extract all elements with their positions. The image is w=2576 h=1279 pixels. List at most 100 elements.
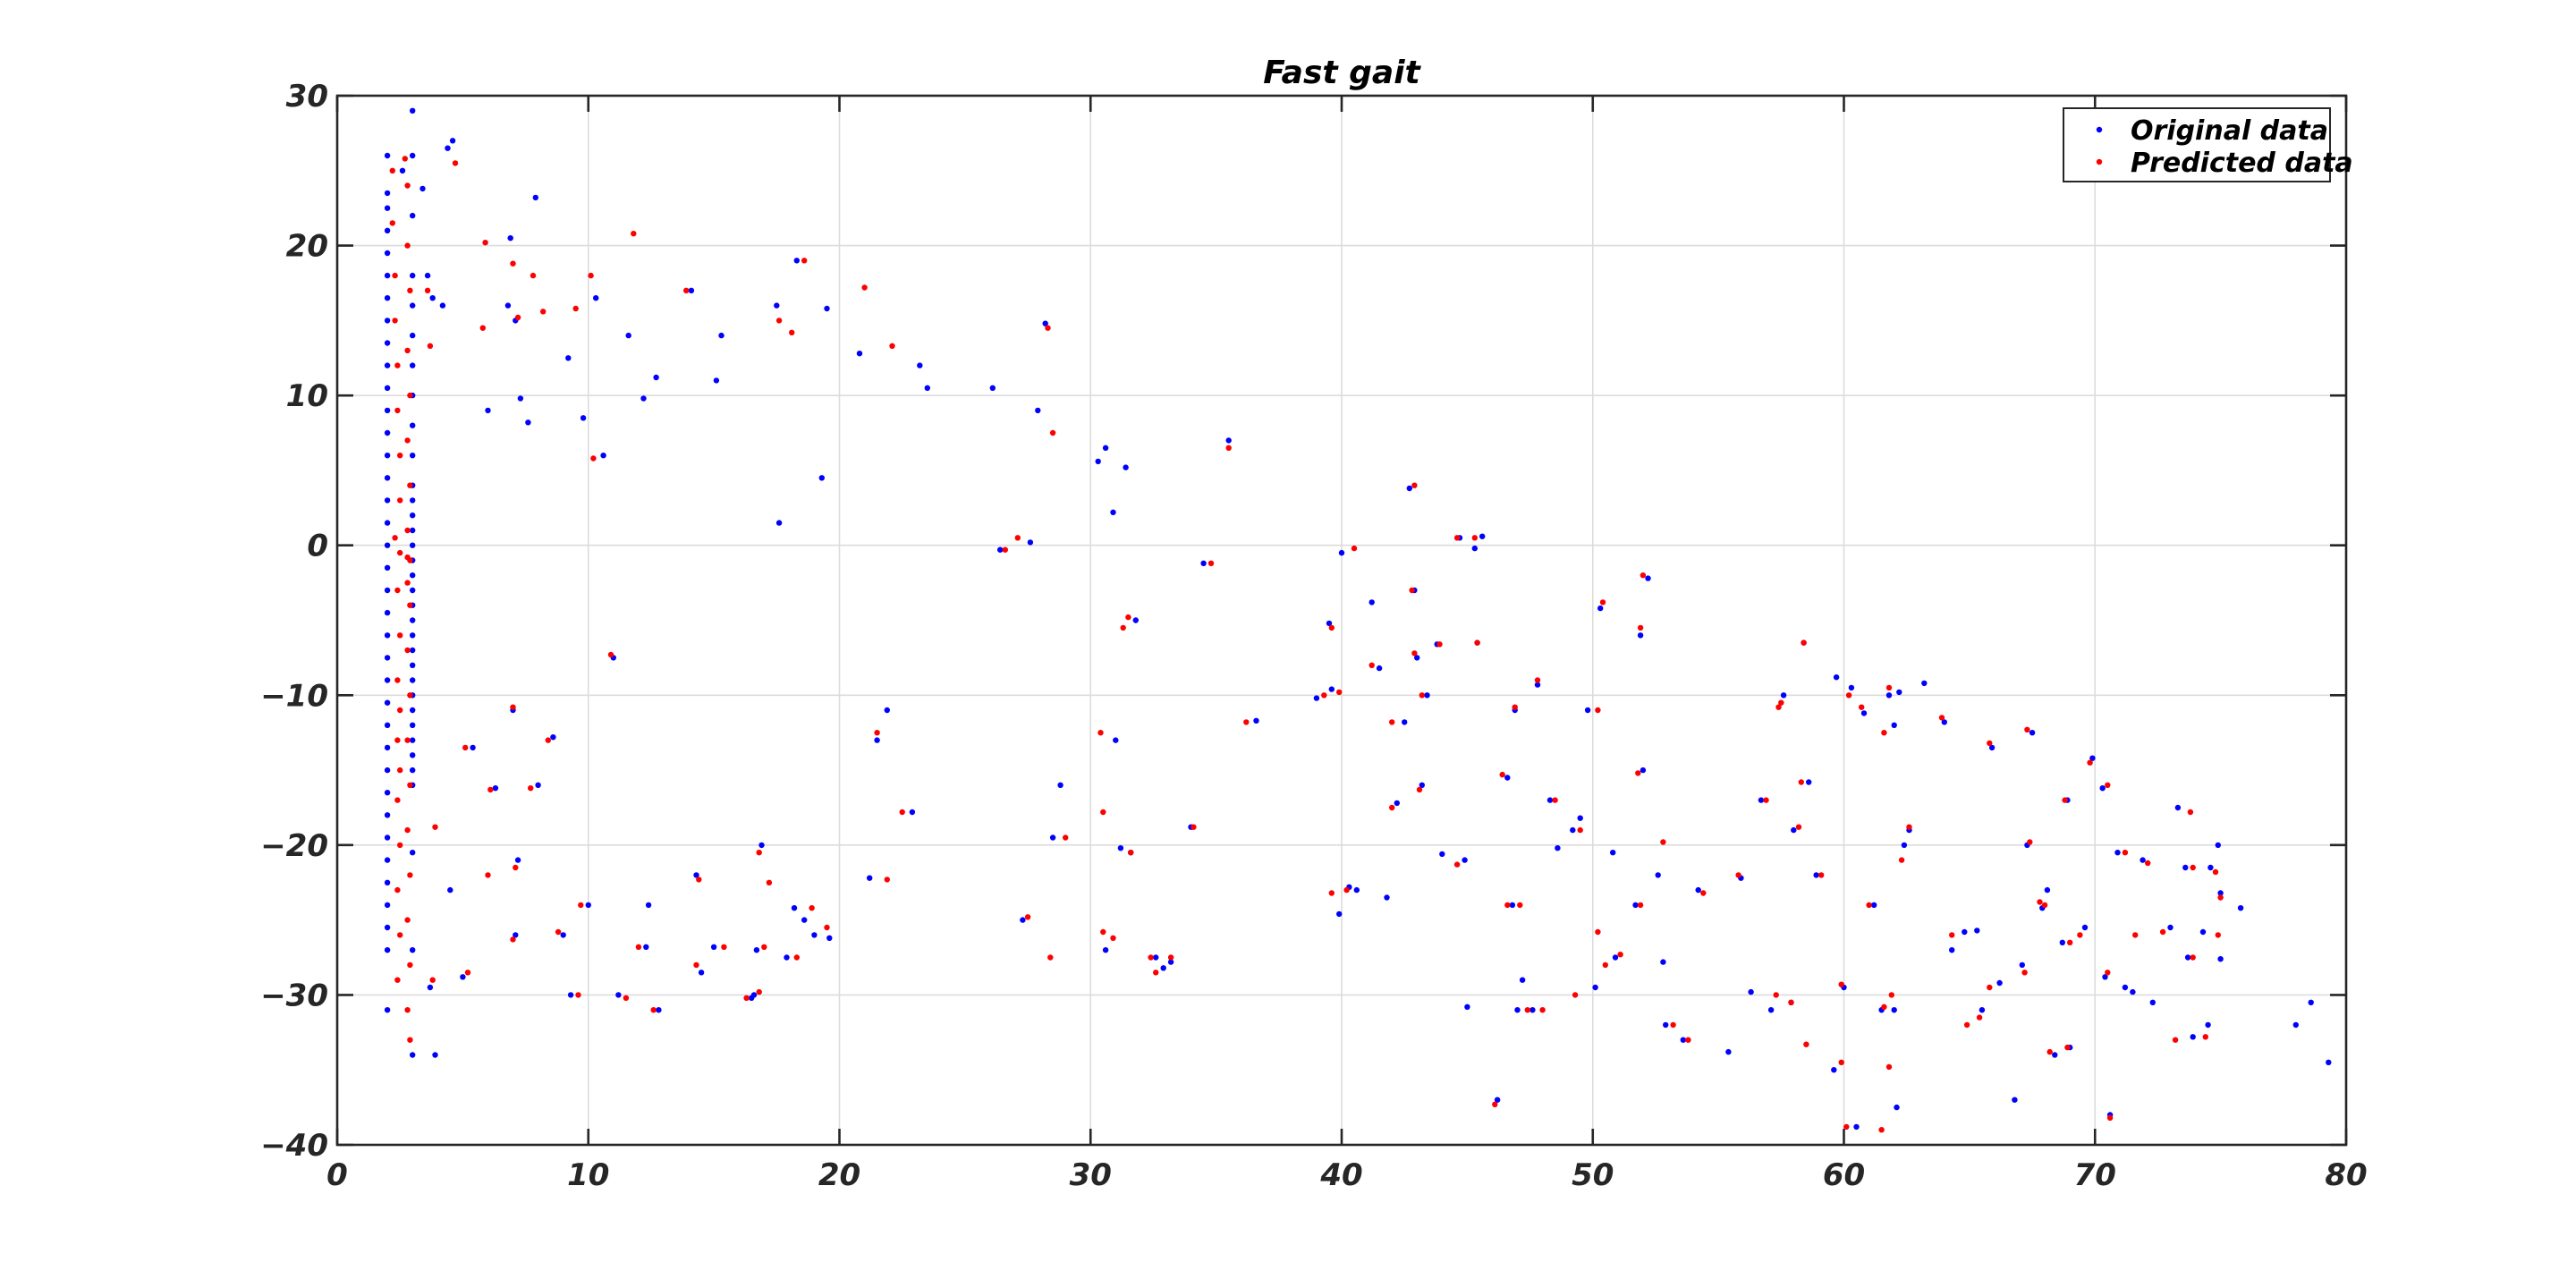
data-point [410,587,416,594]
data-point [824,924,830,931]
data-point [1160,965,1166,971]
data-point [384,879,391,885]
data-point [718,332,724,339]
data-point [1700,890,1707,896]
data-point [826,935,833,942]
data-point [693,961,699,969]
data-point [397,932,403,938]
data-point [1645,575,1651,581]
data-point [384,272,391,279]
data-point [514,857,521,863]
data-point [1376,665,1383,672]
data-point [485,872,491,878]
data-point [404,347,411,354]
data-point [410,362,416,368]
data-point [631,231,637,237]
data-point [384,318,391,324]
data-point [1014,535,1021,541]
data-point [1416,786,1423,793]
data-point [789,329,795,335]
data-point [427,984,434,991]
data-point [1409,587,1415,594]
data-point [1595,707,1601,714]
data-point [1057,782,1063,788]
data-point [384,542,391,548]
data-point [2212,868,2219,876]
data-point [1767,1007,1775,1013]
data-point [1748,988,1754,995]
data-point [1097,730,1104,736]
data-point [1471,545,1479,552]
data-point [1685,1037,1691,1043]
data-point [404,554,411,561]
data-point [1225,445,1232,451]
data-point [407,692,413,699]
data-point [410,722,416,728]
data-point [2217,956,2224,962]
data-point [643,944,649,951]
data-point [1453,861,1461,868]
data-point [510,260,516,267]
data-point [874,737,880,743]
data-point [1100,809,1106,816]
data-point [1492,1101,1498,1108]
data-point [721,944,727,951]
data-point [397,707,403,714]
data-point [384,520,391,526]
data-point [623,995,630,1002]
data-point [1974,927,1980,934]
data-point [384,790,391,796]
data-point [793,258,800,264]
data-point [555,928,562,936]
data-point [1406,485,1413,492]
data-point [1419,692,1426,699]
data-point [384,834,391,841]
data-point [1778,699,1784,706]
data-point [1763,797,1769,803]
data-point [1572,992,1579,998]
data-point [397,842,403,849]
data-point [1436,641,1443,648]
data-point [1791,826,1797,834]
data-point [1640,767,1647,774]
data-point [2215,932,2221,938]
data-point [1898,857,1905,863]
data-point [1120,624,1126,631]
data-point [698,970,705,976]
data-point [384,407,391,414]
data-point [528,785,534,792]
data-point [1514,1007,1521,1013]
data-point [2105,782,2111,788]
data-point [424,272,431,279]
data-point [1225,437,1232,444]
data-point [1941,719,1947,725]
grid-lines [337,96,2346,1145]
data-point [1735,872,1741,878]
data-point [2105,970,2111,976]
data-point [1555,845,1561,851]
data-point [410,302,416,309]
data-point [1888,992,1894,998]
data-point [1577,826,1583,834]
legend-label-original: Original data [2131,115,2328,147]
data-point [1153,954,1159,961]
data-point [392,318,398,324]
data-point [884,707,890,714]
data-point [1208,560,1215,566]
data-point [1384,894,1390,901]
data-point [1831,1067,1837,1073]
data-point [565,355,572,361]
data-point [1670,1021,1676,1029]
data-point [394,587,401,594]
data-point [384,699,391,706]
data-point [1795,824,1802,830]
y-tick-label: 0 [307,529,328,564]
data-point [535,782,541,788]
data-point [1546,797,1554,803]
data-point [540,309,547,315]
data-point [2207,864,2214,871]
data-point [2205,1021,2211,1029]
data-point [1167,959,1174,965]
data-point [1853,1123,1860,1131]
data-point [775,520,783,526]
